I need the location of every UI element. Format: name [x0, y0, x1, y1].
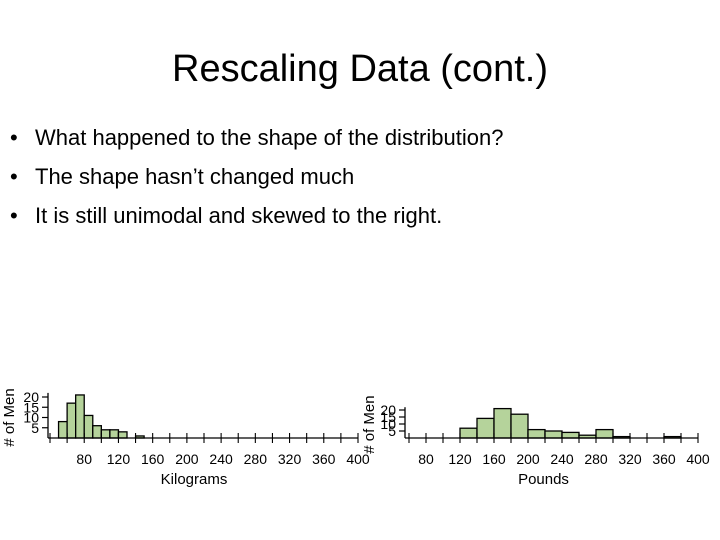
- bullet-item: • The shape hasn’t changed much: [10, 157, 710, 196]
- x-tick-label: 160: [141, 451, 165, 467]
- x-tick-label: 200: [516, 451, 540, 467]
- y-tick-label: 10: [380, 416, 396, 432]
- bullet-item: • It is still unimodal and skewed to the …: [10, 196, 710, 235]
- x-tick-label: 120: [107, 451, 131, 467]
- y-axis-label: # of Men: [1, 388, 18, 446]
- x-axis-label: Kilograms: [161, 471, 228, 488]
- bullet-dot-icon: •: [10, 203, 18, 228]
- histogram-bar: [100, 429, 111, 439]
- x-axis-label: Pounds: [518, 471, 569, 488]
- y-tick-label: 15: [23, 399, 39, 415]
- histogram-bar: [92, 425, 102, 439]
- x-tick-label: 320: [278, 451, 302, 467]
- x-tick-label: 400: [686, 451, 710, 467]
- histogram-bar: [527, 428, 546, 439]
- bullet-list: • What happened to the shape of the distr…: [10, 118, 710, 235]
- x-tick-label: 240: [209, 451, 233, 467]
- y-tick-label: 20: [380, 402, 396, 418]
- x-tick-label: 360: [312, 451, 336, 467]
- bullet-item: • What happened to the shape of the distr…: [10, 118, 710, 157]
- histogram-bar: [493, 407, 512, 439]
- x-tick-label: 200: [175, 451, 199, 467]
- histogram-bar: [561, 431, 580, 439]
- histogram-bar: [109, 429, 120, 439]
- bullet-text: The shape hasn’t changed much: [35, 164, 355, 189]
- bullet-dot-icon: •: [10, 164, 18, 189]
- bullet-text: What happened to the shape of the distri…: [35, 125, 504, 150]
- x-tick-label: 240: [550, 451, 574, 467]
- x-tick-label: 400: [346, 451, 370, 467]
- histogram-bar: [476, 417, 495, 439]
- histogram-bar: [57, 420, 68, 439]
- y-tick-label: 5: [388, 423, 396, 439]
- histogram-bar: [544, 430, 563, 439]
- x-tick-label: 80: [418, 451, 434, 467]
- histogram-bar: [595, 428, 614, 439]
- y-tick-label: 15: [380, 409, 396, 425]
- bullet-text: It is still unimodal and skewed to the r…: [35, 203, 443, 228]
- histogram-bar: [66, 402, 77, 439]
- y-tick-label: 5: [31, 420, 39, 436]
- histogram-bar: [510, 413, 529, 439]
- x-tick-label: 320: [618, 451, 642, 467]
- x-tick-label: 80: [76, 451, 92, 467]
- histogram-bar: [83, 414, 94, 439]
- x-tick-label: 280: [244, 451, 268, 467]
- y-tick-label: 10: [23, 410, 39, 426]
- y-tick-label: 20: [23, 389, 39, 405]
- x-tick-label: 160: [482, 451, 506, 467]
- x-tick-label: 280: [584, 451, 608, 467]
- histogram-bar: [117, 431, 128, 439]
- x-tick-label: 120: [448, 451, 472, 467]
- x-tick-label: 360: [652, 451, 676, 467]
- y-axis-label: # of Men: [361, 395, 378, 453]
- bullet-dot-icon: •: [10, 125, 18, 150]
- histogram-bar: [459, 427, 478, 439]
- slide-title: Rescaling Data (cont.): [172, 48, 548, 90]
- histogram-bar: [75, 394, 85, 439]
